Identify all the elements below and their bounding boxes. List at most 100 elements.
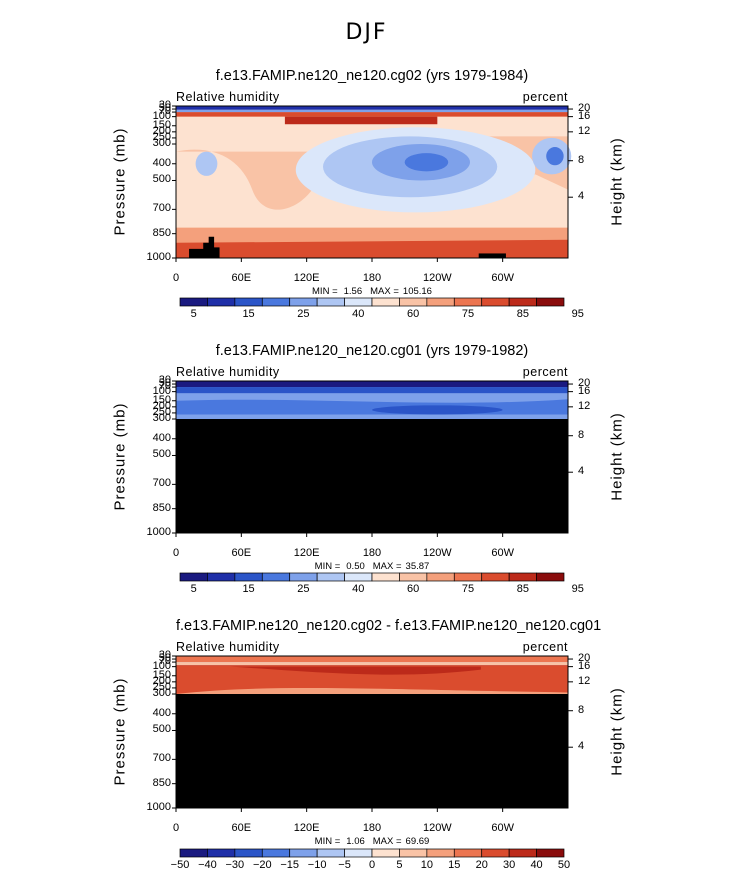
min-max-readout: MIN = 0.50 MAX = 35.87 bbox=[176, 561, 568, 572]
x-tick-label: 180 bbox=[362, 272, 382, 284]
colorbar-swatch bbox=[508, 297, 537, 307]
height-tick-label: 8 bbox=[578, 153, 585, 166]
left-string: Relative humidity bbox=[176, 365, 280, 379]
stratosphere-band bbox=[176, 106, 568, 110]
height-tick-label: 20 bbox=[578, 377, 591, 390]
colorbar-label: −10 bbox=[307, 859, 327, 871]
height-tick-label: 12 bbox=[578, 124, 591, 137]
colorbar-label: 95 bbox=[571, 583, 584, 595]
min-value: 1.06 bbox=[346, 836, 365, 847]
right-string: percent bbox=[522, 640, 568, 654]
y-tick-label: 1000 bbox=[146, 801, 171, 813]
tropopause-band bbox=[284, 116, 438, 125]
y-tick-label: 500 bbox=[152, 173, 171, 186]
colorbar-swatch bbox=[289, 297, 318, 307]
colorbar-swatch bbox=[207, 572, 236, 582]
x-tick-label: 120E bbox=[293, 547, 320, 559]
panel-title: f.e13.FAMIP.ne120_ne120.cg02 (yrs 1979-1… bbox=[215, 68, 529, 84]
x-tick-label: 120W bbox=[422, 822, 452, 834]
colorbar-swatch bbox=[179, 297, 208, 307]
colorbar-swatch bbox=[481, 572, 510, 582]
colorbar-swatch bbox=[371, 572, 400, 582]
y-tick-label: 700 bbox=[152, 202, 171, 215]
colorbar-swatch bbox=[371, 848, 400, 858]
x-tick-label: 120W bbox=[422, 272, 452, 284]
colorbar-label: 5 bbox=[190, 583, 197, 595]
colorbar-swatch bbox=[234, 297, 263, 307]
colorbar-label: 40 bbox=[530, 859, 543, 871]
y-tick-label: 100 bbox=[152, 109, 171, 122]
colorbar-swatch bbox=[344, 572, 373, 582]
height-tick-label: 16 bbox=[578, 659, 591, 672]
colorbar-label: 25 bbox=[297, 583, 310, 595]
colorbar-swatch bbox=[316, 572, 345, 582]
y-tick-label: 200 bbox=[152, 674, 171, 687]
left-string: Relative humidity bbox=[176, 90, 280, 104]
colorbar-label: −15 bbox=[280, 859, 300, 871]
colorbar-label: 40 bbox=[352, 583, 365, 595]
y-axis-label-right: Height (km) bbox=[608, 687, 626, 776]
colorbar-label: −40 bbox=[198, 859, 217, 871]
colorbar-swatch bbox=[536, 297, 565, 307]
plot-field bbox=[176, 381, 568, 533]
min-label: MIN = bbox=[312, 286, 338, 297]
min-label: MIN = bbox=[314, 561, 341, 572]
colorbar-label: 60 bbox=[407, 583, 420, 595]
min-value: 0.50 bbox=[346, 561, 365, 572]
y-tick-label: 200 bbox=[152, 399, 171, 412]
colorbar-swatch bbox=[399, 297, 428, 307]
stratosphere-band bbox=[176, 109, 568, 113]
y-axis-label: Pressure (mb) bbox=[111, 677, 129, 786]
colorbar-label: 85 bbox=[516, 583, 529, 595]
height-tick-label: 4 bbox=[578, 465, 585, 478]
x-tick-label: 120E bbox=[293, 272, 320, 284]
stratosphere-band bbox=[176, 662, 568, 666]
plot-field bbox=[176, 656, 568, 808]
colorbar-swatch bbox=[261, 297, 291, 307]
colorbar-swatch bbox=[316, 297, 345, 307]
height-tick-label: 16 bbox=[578, 384, 591, 397]
y-tick-label: 30 bbox=[158, 99, 171, 111]
upper-band bbox=[230, 666, 481, 675]
colorbar-label: −50 bbox=[170, 859, 190, 871]
y-tick-label: 1000 bbox=[146, 526, 171, 538]
height-tick-label: 4 bbox=[578, 740, 585, 753]
dry-region bbox=[404, 153, 449, 172]
stratosphere-band bbox=[176, 656, 568, 663]
y-tick-label: 70 bbox=[158, 380, 171, 393]
x-tick-label: 0 bbox=[172, 272, 180, 284]
colorbar-label: 95 bbox=[571, 308, 584, 320]
colorbar-label: 15 bbox=[242, 583, 255, 595]
panel-title: f.e13.FAMIP.ne120_ne120.cg01 (yrs 1979-1… bbox=[215, 343, 529, 359]
colorbar-swatch bbox=[207, 848, 236, 858]
min-label: MIN = bbox=[314, 836, 341, 847]
height-tick-label: 12 bbox=[578, 674, 591, 687]
colorbar-swatch bbox=[481, 297, 510, 307]
colorbar-label: 85 bbox=[516, 308, 529, 320]
colorbar-swatch bbox=[234, 848, 263, 858]
panel-title: f.e13.FAMIP.ne120_ne120.cg02 - f.e13.FAM… bbox=[176, 618, 602, 634]
right-string: percent bbox=[522, 90, 568, 104]
colorbar-label: −30 bbox=[225, 859, 245, 871]
colorbar-label: 0 bbox=[368, 859, 376, 871]
x-tick-label: 180 bbox=[362, 547, 382, 559]
colorbar-label: 5 bbox=[396, 859, 403, 871]
min-value: 1.56 bbox=[343, 286, 363, 297]
colorbar-swatch bbox=[207, 297, 236, 307]
colorbar-swatch bbox=[261, 572, 291, 582]
y-tick-label: 30 bbox=[158, 374, 171, 386]
colorbar-swatch bbox=[179, 848, 208, 858]
missing-data-mask bbox=[176, 694, 568, 808]
height-tick-label: 8 bbox=[578, 428, 585, 441]
height-tick-label: 20 bbox=[578, 652, 591, 665]
colorbar-swatch bbox=[453, 297, 483, 307]
height-tick-label: 20 bbox=[578, 102, 591, 115]
colorbar-swatch bbox=[316, 848, 345, 858]
y-tick-label: 50 bbox=[158, 102, 171, 115]
colorbar-label: −5 bbox=[338, 859, 351, 871]
y-tick-label: 50 bbox=[158, 377, 171, 390]
x-tick-label: 60E bbox=[231, 272, 252, 284]
colorbar-label: 50 bbox=[557, 859, 571, 871]
colorbar-label: −20 bbox=[252, 859, 272, 871]
